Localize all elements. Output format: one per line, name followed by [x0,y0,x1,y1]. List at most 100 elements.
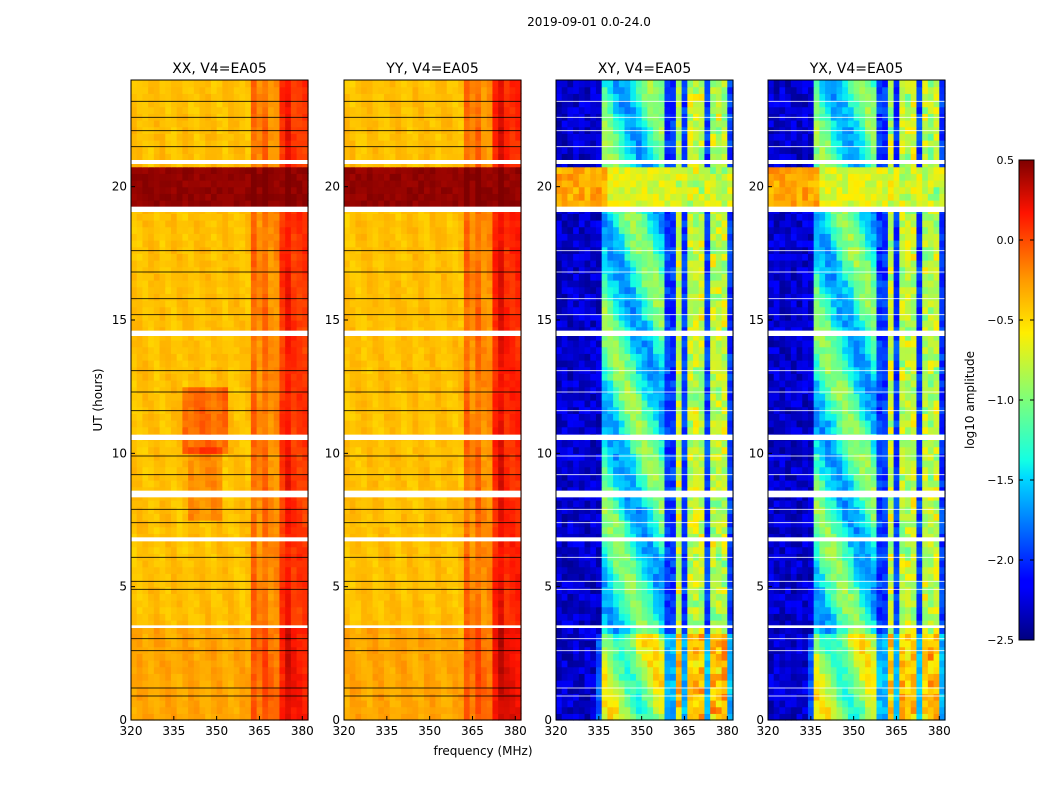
heatmap-cell [222,466,229,474]
heatmap-cell [148,693,155,701]
heatmap-cell [136,526,144,534]
heatmap-cell [233,233,241,241]
heatmap-cell [378,573,385,581]
heatmap-cell [165,413,172,421]
heatmap-cell [222,440,229,448]
heatmap-cell [406,440,414,448]
heatmap-cell [205,293,212,301]
heatmap-cell [378,300,385,308]
heatmap-cell [273,633,281,641]
heatmap-cell [148,306,155,314]
heatmap-cell [245,146,252,154]
heatmap-cell [458,660,465,668]
heatmap-cell [262,706,269,714]
heatmap-cell [176,106,183,114]
heatmap-cell [131,546,138,554]
heatmap-cell [193,220,201,228]
heatmap-cell [481,693,488,701]
heatmap-cell [279,413,286,421]
heatmap-cell [256,380,263,388]
heatmap-cell [435,486,442,494]
heatmap-cell [401,526,408,534]
heatmap-cell [153,193,161,201]
heatmap-cell [515,626,522,634]
heatmap-cell [372,666,379,674]
heatmap-cell [503,600,511,608]
heatmap-cell [279,506,286,514]
heatmap-cell [188,633,195,641]
heatmap-cell [366,380,374,388]
heatmap-cell [136,473,144,481]
heatmap-cell [446,340,454,348]
heatmap-cell [296,426,303,434]
heatmap-cell [210,486,218,494]
heatmap-cell [406,460,414,468]
heatmap-cell [355,706,362,714]
heatmap-cell [199,286,206,294]
heatmap-cell [418,546,425,554]
heatmap-cell [188,666,195,674]
heatmap-cell [401,473,408,481]
heatmap-cell [216,193,223,201]
heatmap-cell [344,386,351,394]
heatmap-cell [458,413,465,421]
heatmap-cell [509,586,516,594]
heatmap-cell [503,380,511,388]
heatmap-cell [446,420,454,428]
heatmap-cell [193,486,201,494]
heatmap-cell [228,373,235,381]
heatmap-cell [210,620,218,628]
heatmap-cell [401,566,408,574]
heatmap-cell [170,693,178,701]
heatmap-cell [228,413,235,421]
heatmap-cell [406,473,414,481]
heatmap-cell [481,560,488,568]
heatmap-cell [349,353,357,361]
heatmap-cell [290,313,298,321]
heatmap-cell [285,100,292,108]
heatmap-cell [296,166,303,174]
heatmap-cell [492,306,499,314]
heatmap-cell [423,440,431,448]
heatmap-cell [165,286,172,294]
heatmap-cell [199,526,206,534]
heatmap-cell [515,446,522,454]
heatmap-cell [418,466,425,474]
heatmap-cell [199,106,206,114]
heatmap-cell [210,106,218,114]
heatmap-cell [463,413,471,421]
heatmap-cell [469,540,476,548]
heatmap-cell [142,166,149,174]
heatmap-cell [452,480,459,488]
heatmap-cell [458,586,465,594]
heatmap-cell [256,473,263,481]
heatmap-cell [429,326,436,334]
heatmap-cell [199,253,206,261]
heatmap-cell [344,580,351,588]
heatmap-cell [136,133,144,141]
heatmap-cell [262,600,269,608]
heatmap-cell [429,660,436,668]
heatmap-cell [142,666,149,674]
heatmap-cell [492,393,499,401]
heatmap-cell [389,400,396,408]
heatmap-cell [159,86,166,94]
heatmap-cell [423,626,431,634]
heatmap-cell [148,266,155,274]
heatmap-cell [188,700,195,708]
heatmap-cell [222,153,229,161]
heatmap-cell [250,626,258,634]
heatmap-cell [239,273,246,281]
heatmap-cell [469,480,476,488]
heatmap-cell [285,393,292,401]
heatmap-cell [406,520,414,528]
heatmap-cell [216,466,223,474]
heatmap-cell [435,373,442,381]
heatmap-cell [418,526,425,534]
heatmap-cell [273,340,281,348]
heatmap-cell [131,93,138,101]
heatmap-cell [205,240,212,248]
heatmap-cell [285,293,292,301]
heatmap-cell [509,333,516,341]
heatmap-cell [193,620,201,628]
